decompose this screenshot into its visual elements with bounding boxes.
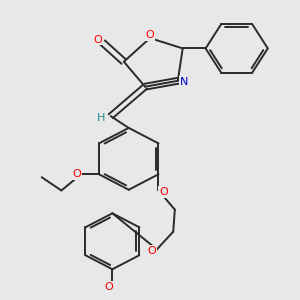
Text: O: O: [104, 282, 113, 292]
Text: O: O: [159, 187, 168, 197]
Text: N: N: [179, 77, 188, 87]
Text: O: O: [148, 246, 156, 256]
Text: H: H: [97, 112, 105, 123]
Text: O: O: [93, 34, 102, 45]
Text: O: O: [146, 30, 154, 40]
Text: O: O: [73, 169, 81, 179]
